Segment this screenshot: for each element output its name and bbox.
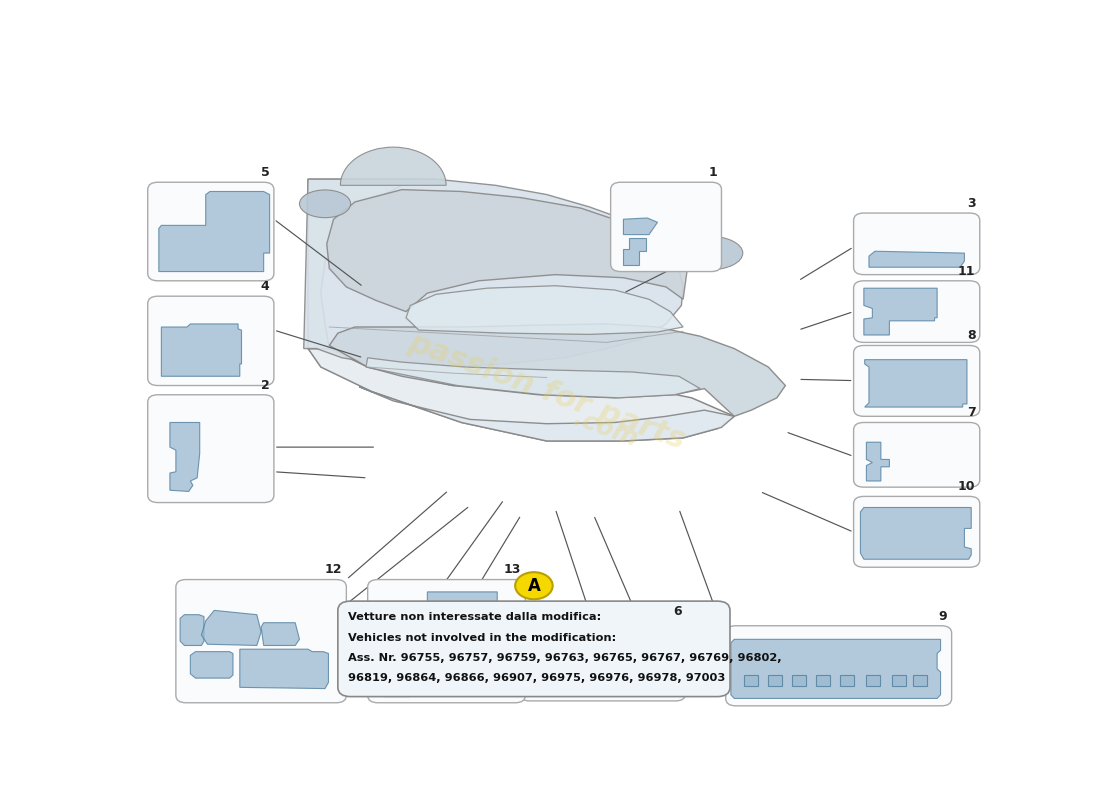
FancyBboxPatch shape: [854, 346, 980, 416]
Polygon shape: [158, 191, 270, 271]
Polygon shape: [327, 190, 688, 311]
Polygon shape: [374, 609, 427, 646]
Polygon shape: [892, 675, 905, 686]
Polygon shape: [816, 675, 829, 686]
Text: 8: 8: [967, 330, 976, 342]
Polygon shape: [913, 675, 927, 686]
Circle shape: [515, 572, 552, 599]
Polygon shape: [624, 218, 658, 234]
Text: .com: .com: [571, 406, 642, 451]
FancyBboxPatch shape: [176, 579, 346, 702]
Text: 5: 5: [261, 166, 270, 179]
Text: 13: 13: [504, 563, 521, 577]
Text: 11: 11: [958, 265, 976, 278]
Polygon shape: [162, 324, 242, 376]
Polygon shape: [792, 675, 806, 686]
Text: 96819, 96864, 96866, 96907, 96975, 96976, 96978, 97003: 96819, 96864, 96866, 96907, 96975, 96976…: [348, 673, 725, 683]
FancyBboxPatch shape: [519, 621, 685, 701]
Text: Ass. Nr. 96755, 96757, 96759, 96763, 96765, 96767, 96769, 96802,: Ass. Nr. 96755, 96757, 96759, 96763, 967…: [348, 653, 782, 663]
Polygon shape: [840, 675, 854, 686]
Polygon shape: [745, 675, 758, 686]
FancyBboxPatch shape: [854, 281, 980, 342]
Polygon shape: [730, 639, 940, 698]
FancyBboxPatch shape: [610, 182, 722, 271]
Text: 4: 4: [261, 280, 270, 293]
Text: 9: 9: [938, 610, 947, 622]
Polygon shape: [867, 675, 880, 686]
Polygon shape: [865, 360, 967, 407]
Polygon shape: [308, 179, 436, 349]
Polygon shape: [304, 179, 683, 367]
Polygon shape: [406, 286, 683, 334]
Polygon shape: [329, 324, 785, 416]
Text: Vehicles not involved in the modification:: Vehicles not involved in the modificatio…: [348, 633, 616, 642]
Text: 3: 3: [967, 197, 976, 210]
Polygon shape: [180, 614, 204, 646]
FancyBboxPatch shape: [367, 579, 526, 702]
Ellipse shape: [299, 190, 351, 218]
Polygon shape: [240, 649, 329, 689]
Text: 7: 7: [967, 406, 976, 419]
Text: 6: 6: [673, 605, 681, 618]
Text: 1: 1: [708, 166, 717, 179]
Text: 2: 2: [261, 378, 270, 392]
Polygon shape: [429, 619, 506, 678]
Polygon shape: [308, 349, 735, 441]
Wedge shape: [340, 147, 447, 186]
Polygon shape: [867, 442, 890, 481]
Polygon shape: [768, 675, 782, 686]
FancyBboxPatch shape: [726, 626, 952, 706]
FancyBboxPatch shape: [147, 394, 274, 502]
Text: Vetture non interessate dalla modifica:: Vetture non interessate dalla modifica:: [348, 612, 602, 622]
Text: 12: 12: [324, 563, 342, 577]
Polygon shape: [869, 251, 965, 267]
Polygon shape: [864, 288, 937, 335]
FancyBboxPatch shape: [147, 182, 274, 281]
Text: 10: 10: [958, 480, 976, 494]
Text: passion for parts: passion for parts: [404, 328, 690, 455]
FancyBboxPatch shape: [854, 422, 980, 487]
Polygon shape: [860, 507, 971, 559]
Polygon shape: [201, 610, 261, 646]
FancyBboxPatch shape: [854, 496, 980, 567]
Polygon shape: [169, 422, 200, 491]
Polygon shape: [528, 630, 674, 694]
Polygon shape: [624, 238, 646, 266]
Polygon shape: [385, 649, 440, 697]
FancyBboxPatch shape: [854, 213, 980, 274]
Polygon shape: [261, 622, 299, 646]
Polygon shape: [427, 592, 497, 614]
Text: A: A: [528, 577, 540, 594]
FancyBboxPatch shape: [338, 601, 730, 697]
Ellipse shape: [674, 236, 742, 270]
FancyBboxPatch shape: [147, 296, 274, 386]
Polygon shape: [359, 386, 735, 441]
Polygon shape: [190, 652, 233, 678]
Polygon shape: [366, 358, 700, 398]
